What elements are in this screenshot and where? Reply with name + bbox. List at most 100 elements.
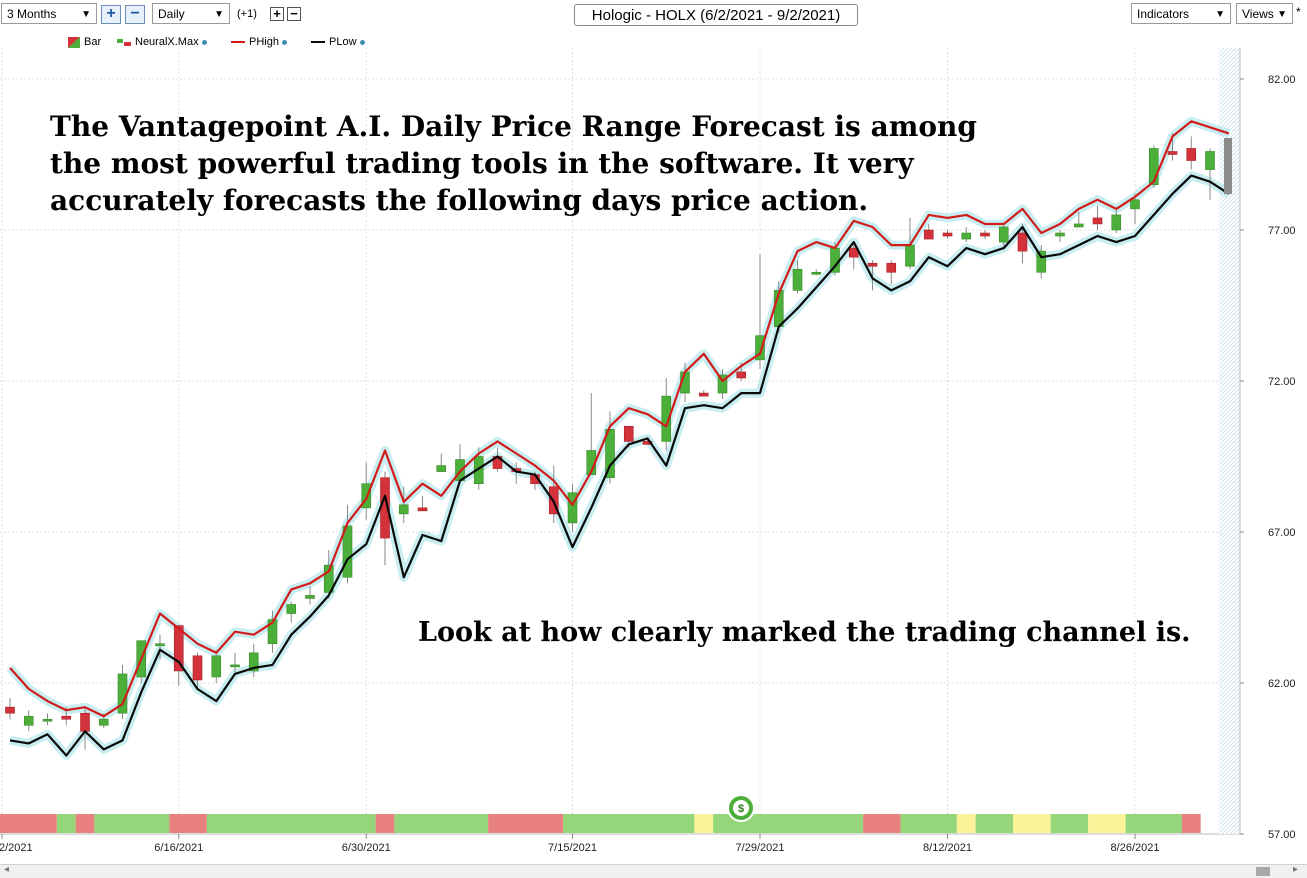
- candle: [5, 698, 15, 720]
- candle-body: [867, 262, 878, 267]
- views-dropdown[interactable]: Views ▼: [1236, 3, 1293, 24]
- candle-body: [173, 625, 184, 672]
- signal-segment-green: [900, 814, 957, 833]
- interval-dropdown[interactable]: Daily ▼: [152, 3, 230, 24]
- candle: [23, 710, 34, 732]
- candle-body: [417, 507, 428, 512]
- signal-segment-red: [488, 814, 564, 833]
- signal-segment-green: [206, 814, 376, 833]
- modified-asterisk: *: [1296, 5, 1301, 19]
- offset-increase-button[interactable]: +: [270, 7, 284, 21]
- x-tick-label: 8/12/2021: [923, 842, 972, 854]
- series-line-plow: [9, 174, 1230, 757]
- candle: [267, 610, 278, 653]
- candle-body: [1073, 223, 1084, 228]
- candle-body: [398, 504, 409, 515]
- period-value: 3 Months: [7, 7, 57, 21]
- candle: [323, 550, 334, 599]
- horizontal-scrollbar[interactable]: ◂ ▸: [0, 864, 1307, 878]
- candle-body: [361, 483, 372, 509]
- chevron-down-icon: ▼: [1215, 9, 1225, 20]
- candle: [698, 390, 709, 397]
- svg-text:$: $: [738, 803, 744, 815]
- scroll-left-icon[interactable]: ◂: [4, 864, 10, 875]
- candle: [192, 652, 203, 690]
- y-tick-label: 67.00: [1268, 527, 1296, 539]
- candle: [811, 269, 822, 276]
- signal-segment-red: [375, 814, 395, 833]
- x-tick-label: 6/16/2021: [154, 842, 203, 854]
- x-tick-label: 7/29/2021: [736, 842, 785, 854]
- scroll-right-icon[interactable]: ▸: [1293, 864, 1299, 875]
- legend-bar[interactable]: Bar: [68, 35, 101, 49]
- candle-body: [436, 465, 447, 472]
- scroll-thumb[interactable]: [1256, 867, 1270, 876]
- candle: [248, 643, 259, 677]
- candle-body: [961, 232, 972, 240]
- zoom-in-button[interactable]: +: [101, 5, 121, 24]
- offset-decrease-button[interactable]: −: [287, 7, 301, 21]
- y-tick-label: 62.00: [1268, 678, 1296, 690]
- candle-body: [1111, 214, 1122, 231]
- candle-body: [155, 643, 165, 647]
- candle-body: [1017, 232, 1028, 252]
- chevron-down-icon: ▼: [1277, 9, 1287, 20]
- candle-body: [698, 392, 709, 397]
- period-dropdown[interactable]: 3 Months ▼: [1, 3, 97, 24]
- interval-value: Daily: [158, 7, 185, 21]
- settings-dot-icon[interactable]: [201, 39, 207, 45]
- candle: [117, 664, 128, 720]
- candle-body: [1036, 250, 1047, 273]
- candle-body: [61, 715, 72, 720]
- legend-plow[interactable]: PLow: [311, 35, 365, 49]
- dollar-signal-icon[interactable]: $: [727, 794, 755, 822]
- legend-label: NeuralX.Max: [135, 36, 199, 48]
- settings-dot-icon[interactable]: [359, 39, 365, 45]
- candle-body: [1055, 232, 1065, 237]
- signal-segment-green: [563, 814, 695, 833]
- signal-segment-red: [0, 814, 57, 833]
- candle-body: [267, 619, 278, 645]
- candle-body: [1205, 151, 1215, 170]
- forecast-lines: [9, 120, 1230, 757]
- legend-neuralx[interactable]: NeuralX.Max: [117, 35, 207, 49]
- candle: [342, 504, 353, 584]
- signal-segment-green: [394, 814, 489, 833]
- chart-title: Hologic - HOLX (6/2/2021 - 9/2/2021): [574, 4, 858, 26]
- candle: [961, 226, 972, 243]
- candles: [5, 133, 1215, 750]
- candle: [980, 230, 990, 240]
- zoom-out-button[interactable]: −: [125, 5, 145, 24]
- candle: [1092, 205, 1103, 230]
- candle-body: [98, 718, 109, 726]
- signal-segment-red: [75, 814, 95, 833]
- candle-body: [211, 655, 222, 678]
- x-tick-label: 6/30/2021: [342, 842, 391, 854]
- candle: [1036, 245, 1047, 279]
- candle: [755, 254, 765, 369]
- candle-body: [1167, 151, 1178, 155]
- signal-segment-green: [56, 814, 76, 833]
- candle-body: [230, 664, 240, 668]
- candle: [1055, 230, 1065, 243]
- settings-dot-icon[interactable]: [281, 39, 287, 45]
- candle: [661, 377, 672, 451]
- candle-body: [980, 232, 990, 237]
- candle-body: [305, 595, 315, 599]
- x-tick-label: 8/26/2021: [1111, 842, 1160, 854]
- indicators-dropdown[interactable]: Indicators ▼: [1131, 3, 1231, 24]
- candle-body: [80, 712, 90, 732]
- legend-phigh[interactable]: PHigh: [231, 35, 287, 49]
- y-tick-label: 77.00: [1268, 225, 1296, 237]
- candle-body: [1186, 148, 1197, 161]
- candle-body: [1092, 217, 1103, 225]
- candle-body: [886, 262, 897, 273]
- headline-line: The Vantagepoint A.I. Daily Price Range …: [50, 110, 977, 143]
- signal-segment-green: [1050, 814, 1089, 833]
- candle: [605, 411, 615, 484]
- bar-icon: [68, 36, 80, 48]
- offset-label: (+1): [237, 8, 257, 20]
- signal-segment-red: [169, 814, 207, 833]
- legend-label: Bar: [84, 36, 102, 48]
